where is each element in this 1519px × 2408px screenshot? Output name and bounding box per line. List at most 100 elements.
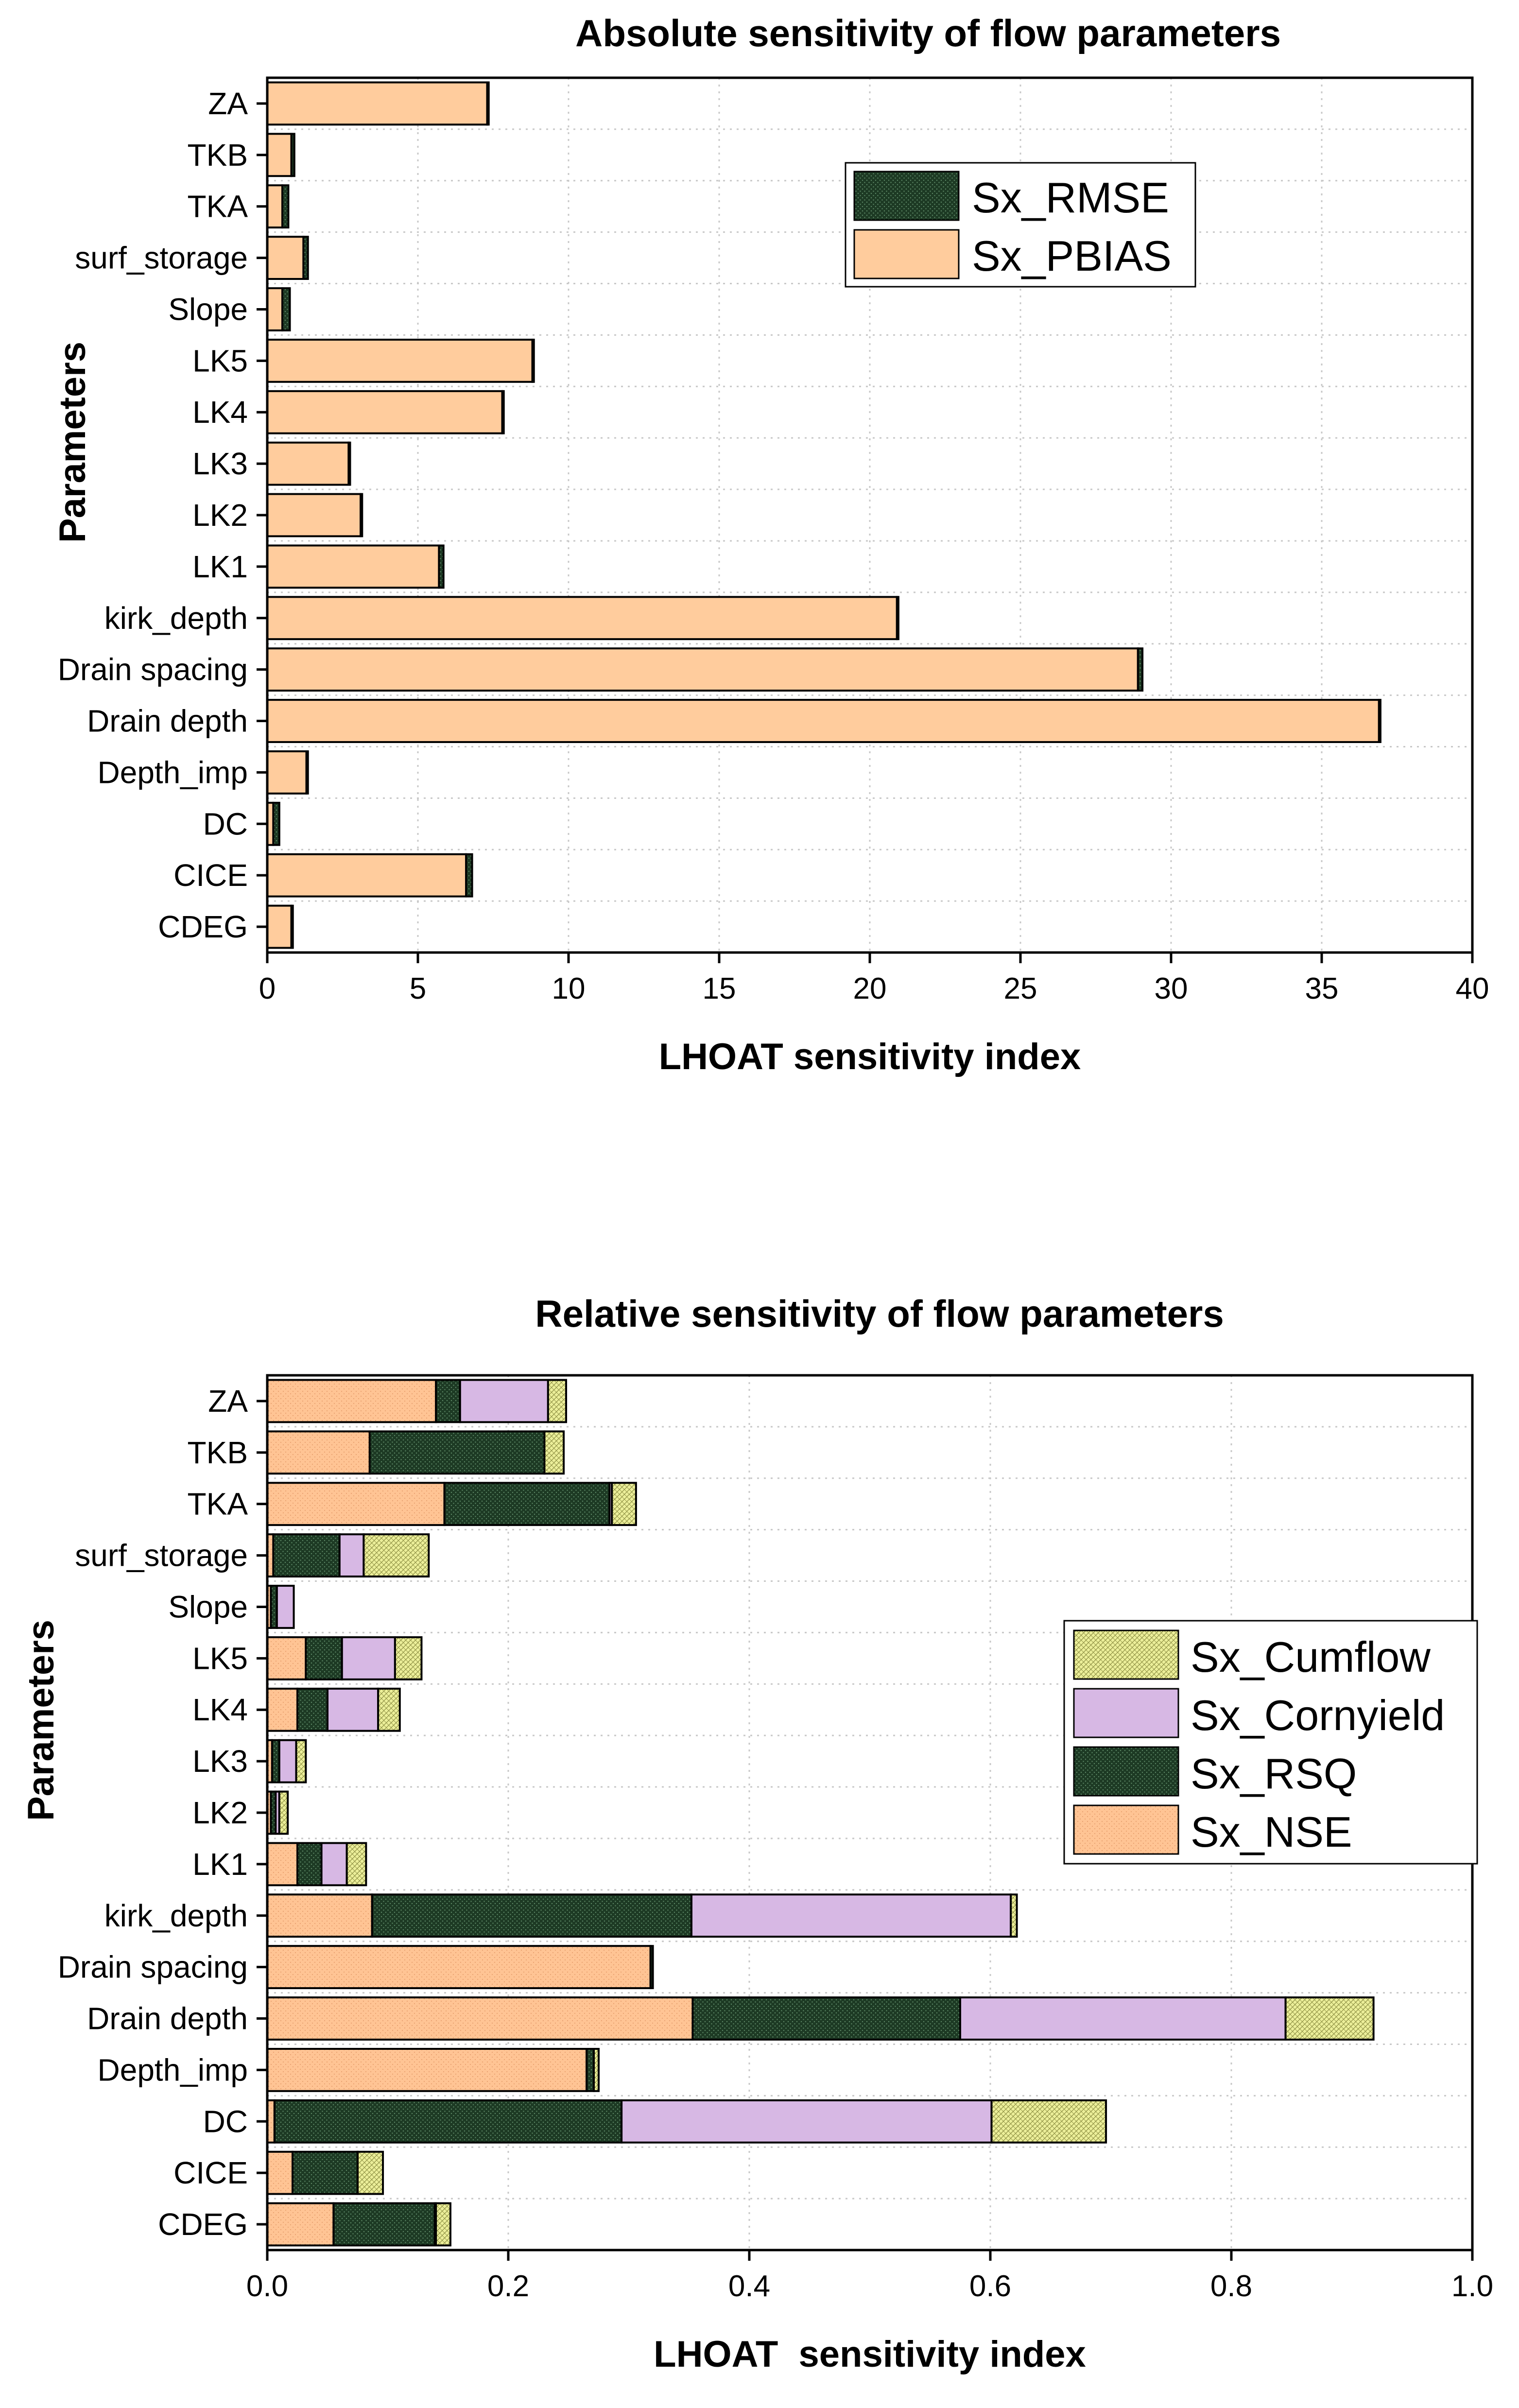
bar-sx-pbias-surf-storage bbox=[266, 236, 305, 280]
bar-sx-nse-cdeg bbox=[266, 2202, 335, 2247]
bar-sx-pbias-depth-imp bbox=[266, 750, 308, 795]
bar-sx-cumflow-za bbox=[547, 1379, 568, 1423]
bar-sx-cumflow-lk1 bbox=[345, 1842, 367, 1887]
bar-sx-cumflow-drain-depth bbox=[1284, 1996, 1375, 2041]
bar-sx-cumflow-dc bbox=[990, 2099, 1107, 2144]
bar-sx-cumflow-cice bbox=[357, 2150, 384, 2195]
bar-sx-rsq-cice bbox=[292, 2150, 359, 2195]
bar-sx-nse-tkb bbox=[266, 1430, 371, 1475]
bar-sx-nse-za bbox=[266, 1379, 437, 1423]
bar-sx-rmse-lk2 bbox=[360, 493, 363, 537]
x-tick-label: 0.4 bbox=[728, 2269, 770, 2303]
bar-sx-rmse-lk5 bbox=[531, 338, 535, 383]
bars bbox=[266, 1379, 1375, 2247]
bar-sx-rsq-depth-imp bbox=[586, 2048, 595, 2092]
x-axis-title: LHOAT sensitivity index bbox=[659, 1036, 1081, 1077]
category-label: TKA bbox=[188, 189, 248, 224]
bar-sx-pbias-lk1 bbox=[266, 544, 440, 589]
plot-frame bbox=[266, 76, 1474, 954]
x-tick-label: 25 bbox=[1004, 972, 1037, 1005]
legend-swatch-rsq bbox=[1073, 1746, 1179, 1797]
x-tick-label: 5 bbox=[410, 972, 426, 1005]
category-label: kirk_depth bbox=[104, 1898, 248, 1933]
category-label: TKB bbox=[188, 1435, 248, 1470]
legend-swatch-nse bbox=[1073, 1804, 1179, 1855]
bar-sx-rsq-lk4 bbox=[296, 1687, 328, 1732]
bar-sx-cornyield-dc bbox=[621, 2099, 993, 2144]
bar-sx-nse-kirk-depth bbox=[266, 1893, 373, 1938]
bar-sx-rsq-tka bbox=[443, 1482, 611, 1526]
bar-sx-rmse-drain-depth bbox=[1378, 699, 1381, 743]
bar-sx-rsq-drain-depth bbox=[691, 1996, 961, 2041]
bar-sx-rmse-surf-storage bbox=[302, 236, 309, 280]
category-label: LK3 bbox=[192, 446, 248, 481]
category-label: LK1 bbox=[192, 1847, 248, 1882]
x-tick-label: 0.6 bbox=[969, 2269, 1011, 2303]
bar-sx-rsq-drain-spacing bbox=[649, 1945, 654, 1990]
bar-sx-nse-drain-depth bbox=[266, 1996, 694, 2041]
bar-sx-rmse-cice bbox=[465, 853, 473, 898]
category-label: LK5 bbox=[192, 343, 248, 378]
category-label: TKB bbox=[188, 138, 248, 173]
category-label: kirk_depth bbox=[104, 601, 248, 636]
category-label: LK1 bbox=[192, 549, 248, 584]
x-tick-label: 1.0 bbox=[1451, 2269, 1493, 2303]
bar-sx-pbias-lk3 bbox=[266, 441, 350, 486]
bar-sx-pbias-za bbox=[266, 81, 488, 126]
category-label: Slope bbox=[168, 292, 248, 327]
category-label: LK2 bbox=[192, 498, 248, 533]
bar-sx-cumflow-tka bbox=[611, 1482, 637, 1526]
category-labels: ZA TKB TKA surf_storage Slope LK5 LK4 LK3 LK2 LK1… bbox=[58, 86, 267, 944]
x-tick-label: 35 bbox=[1305, 972, 1339, 1005]
x-ticks: 0.0 0.2 0.4 0.6 0.8 1.0 bbox=[246, 2250, 1493, 2303]
bar-sx-rmse-lk4 bbox=[501, 390, 505, 434]
bar-sx-pbias-cdeg bbox=[266, 904, 293, 949]
category-label: CICE bbox=[173, 2155, 248, 2190]
bar-sx-rmse-lk1 bbox=[438, 544, 445, 589]
y-axis-title: Parameters bbox=[20, 1620, 62, 1821]
bar-sx-rsq-surf-storage bbox=[272, 1533, 341, 1578]
bar-sx-rsq-lk3 bbox=[271, 1739, 280, 1784]
bar-sx-rsq-lk1 bbox=[296, 1842, 323, 1887]
bar-sx-rmse-slope bbox=[281, 287, 291, 331]
bar-sx-nse-lk5 bbox=[266, 1636, 307, 1680]
bar-sx-pbias-slope bbox=[266, 287, 283, 331]
legend: Sx_RMSE Sx_PBIAS bbox=[845, 162, 1196, 288]
category-label: Drain depth bbox=[87, 704, 248, 739]
category-label: Drain spacing bbox=[58, 1950, 248, 1985]
x-tick-label: 15 bbox=[703, 972, 736, 1005]
bar-sx-cumflow-depth-imp bbox=[593, 2048, 600, 2092]
category-label: LK4 bbox=[192, 1692, 248, 1727]
bar-sx-cornyield-za bbox=[459, 1379, 549, 1423]
bar-sx-rsq-tkb bbox=[368, 1430, 546, 1475]
legend-swatch-pbias bbox=[853, 229, 960, 279]
legend-label-rsq: Sx_RSQ bbox=[1191, 1750, 1357, 1798]
legend-label-cornyield: Sx_Cornyield bbox=[1191, 1691, 1445, 1739]
legend-label-nse: Sx_NSE bbox=[1191, 1808, 1352, 1856]
bar-sx-nse-tka bbox=[266, 1482, 446, 1526]
bar-sx-cornyield-drain-depth bbox=[959, 1996, 1287, 2041]
legend: Sx_Cumflow Sx_Cornyield Sx_RSQ Sx_NSE bbox=[1063, 1620, 1478, 1865]
x-axis-title: LHOAT sensitivity index bbox=[654, 2334, 1086, 2375]
category-label: CICE bbox=[173, 858, 248, 893]
category-label: Depth_imp bbox=[98, 755, 248, 790]
bar-sx-cumflow-kirk-depth bbox=[1010, 1893, 1018, 1938]
bar-sx-rmse-za bbox=[486, 81, 490, 126]
category-label: Depth_imp bbox=[98, 2052, 248, 2087]
legend-label-pbias: Sx_PBIAS bbox=[972, 232, 1172, 280]
category-label: ZA bbox=[208, 1384, 248, 1419]
category-label: Drain depth bbox=[87, 2001, 248, 2036]
category-label: CDEG bbox=[158, 2207, 248, 2242]
bar-sx-cumflow-surf-storage bbox=[362, 1533, 430, 1578]
bar-sx-cumflow-lk4 bbox=[377, 1687, 401, 1732]
x-tick-label: 0 bbox=[259, 972, 276, 1005]
bar-sx-rsq-dc bbox=[273, 2099, 623, 2144]
bar-sx-rmse-dc bbox=[272, 801, 280, 846]
legend-label-rmse: Sx_RMSE bbox=[972, 173, 1169, 222]
bar-sx-rsq-cdeg bbox=[332, 2202, 436, 2247]
bar-sx-nse-cice bbox=[266, 2150, 294, 2195]
category-label: surf_storage bbox=[75, 1538, 248, 1573]
bars bbox=[266, 81, 1381, 949]
bar-sx-nse-drain-spacing bbox=[266, 1945, 652, 1990]
bar-sx-rsq-kirk-depth bbox=[371, 1893, 692, 1938]
